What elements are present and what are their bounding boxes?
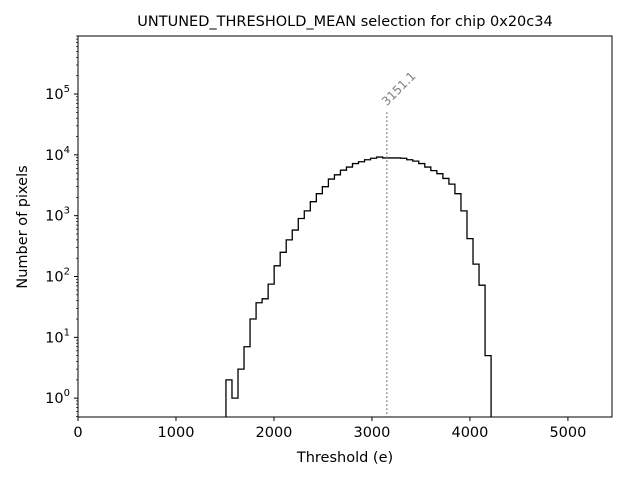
histogram-bin: [268, 284, 274, 417]
histogram-step-line: [225, 156, 492, 417]
histogram-bin: [292, 230, 298, 417]
histogram-bin: [479, 285, 485, 417]
histogram-bin: [244, 347, 250, 417]
histogram-bin: [383, 158, 389, 417]
histogram-bin: [485, 356, 491, 417]
histogram-bin: [425, 167, 431, 417]
x-tick-label: 2000: [256, 425, 293, 441]
histogram-bin: [407, 160, 413, 417]
histogram-bin: [280, 252, 286, 417]
x-tick-label: 3000: [353, 425, 390, 441]
histogram-bin: [431, 171, 437, 417]
y-tick-label: 101: [45, 327, 70, 346]
x-axis-label: Threshold (e): [296, 450, 393, 466]
x-tick-label: 4000: [451, 425, 488, 441]
histogram-bin: [334, 175, 340, 417]
histogram-bin: [395, 158, 401, 417]
y-tick-label: 104: [45, 145, 70, 164]
chart-title: UNTUNED_THRESHOLD_MEAN selection for chi…: [137, 14, 552, 30]
histogram-bin: [443, 178, 449, 417]
histogram-bin: [467, 239, 473, 417]
histogram-bin: [322, 187, 328, 417]
histogram-bin: [238, 369, 244, 417]
x-tick-label: 5000: [549, 425, 586, 441]
histogram-bin: [419, 164, 425, 417]
histogram-bin: [298, 218, 304, 417]
histogram-bin: [310, 202, 316, 417]
x-tick-label: 1000: [158, 425, 195, 441]
histogram-bin: [346, 167, 352, 417]
histogram-bin: [473, 264, 479, 417]
histogram-bin: [340, 170, 346, 417]
histogram-bin: [250, 319, 256, 417]
histogram-bin: [262, 299, 268, 417]
histogram-bin: [365, 160, 371, 417]
plot-frame: [77, 35, 613, 418]
histogram-bin: [377, 157, 383, 417]
histogram-bin: [352, 164, 358, 417]
histogram-bin: [371, 158, 377, 417]
histogram-bin: [286, 240, 292, 417]
y-tick-label: 100: [45, 388, 70, 407]
histogram-bin: [437, 174, 443, 417]
histogram-bin: [304, 211, 310, 417]
histogram-bin: [389, 158, 395, 417]
histogram-bin: [316, 194, 322, 417]
histogram-bin: [232, 398, 238, 417]
y-tick-label: 102: [45, 267, 70, 286]
y-tick-label: 103: [45, 206, 70, 225]
histogram-bin: [449, 184, 455, 417]
histogram-bin: [461, 211, 467, 417]
histogram-bin: [226, 380, 232, 417]
histogram-bin: [359, 162, 365, 417]
x-tick-label: 0: [73, 425, 82, 441]
mean-threshold-label: 3151.1: [379, 69, 419, 109]
histogram-bin: [401, 158, 407, 417]
y-tick-label: 105: [45, 84, 70, 103]
y-axis-label: Number of pixels: [15, 165, 31, 288]
histogram-bin: [256, 303, 262, 417]
histogram-bin: [274, 266, 280, 417]
histogram-bin: [328, 179, 334, 417]
histogram-bin: [455, 194, 461, 417]
histogram-bin: [413, 161, 419, 417]
